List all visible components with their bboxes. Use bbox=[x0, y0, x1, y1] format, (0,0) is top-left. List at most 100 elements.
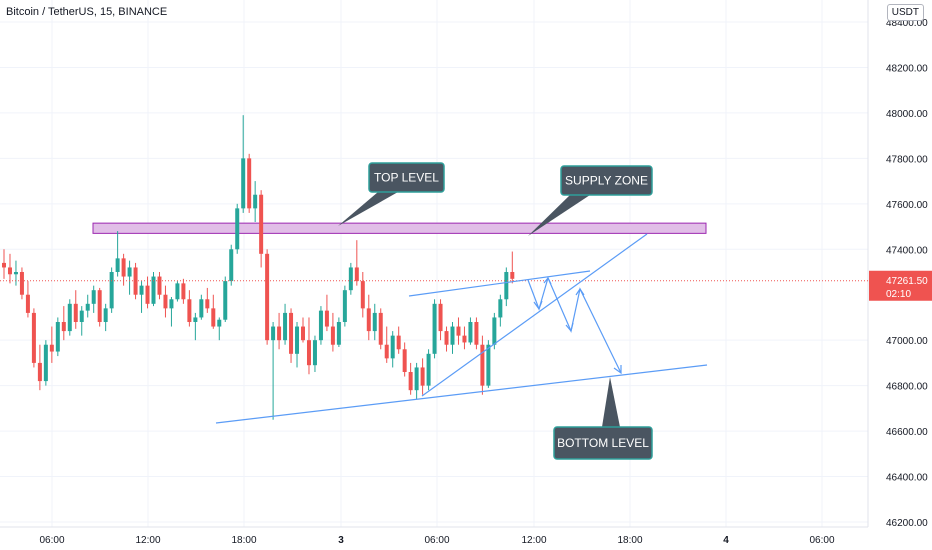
time-tick-label: 06:00 bbox=[424, 535, 449, 546]
price-tick-label: 48200.00 bbox=[886, 63, 928, 74]
candle-body bbox=[205, 299, 210, 309]
time-tick-label: 18:00 bbox=[231, 535, 256, 546]
candle-body bbox=[312, 340, 317, 366]
candle-body bbox=[295, 326, 300, 354]
wedge-upper-line bbox=[408, 270, 591, 297]
candle-body bbox=[468, 322, 473, 343]
candle-body bbox=[187, 299, 192, 322]
supply-zone-callout-box bbox=[560, 165, 653, 196]
candle-body bbox=[85, 303, 90, 311]
candle-body bbox=[318, 310, 323, 341]
candle-body bbox=[49, 344, 54, 352]
price-tick-label: 47600.00 bbox=[886, 200, 928, 211]
supply-zone-callout-label: SUPPLY ZONE bbox=[565, 174, 648, 188]
candle-body bbox=[2, 262, 6, 268]
last-price-countdown: 02:10 bbox=[886, 289, 911, 300]
price-tick-label: 46400.00 bbox=[886, 473, 928, 484]
candle-body bbox=[103, 308, 108, 322]
candle-body bbox=[55, 322, 60, 352]
time-tick-label: 4 bbox=[723, 535, 729, 546]
candle-body bbox=[360, 281, 365, 309]
candle-body bbox=[67, 303, 72, 332]
candle-body bbox=[151, 276, 156, 304]
candle-body bbox=[289, 312, 294, 354]
candle-body bbox=[283, 312, 288, 341]
candle-body bbox=[163, 294, 168, 309]
candle-body bbox=[456, 326, 461, 336]
candle-body bbox=[480, 344, 485, 386]
candle-body bbox=[462, 335, 467, 343]
candle-body bbox=[97, 290, 102, 322]
bottom-level-callout-label: BOTTOM LEVEL bbox=[557, 436, 649, 450]
price-tick-label: 47000.00 bbox=[886, 336, 928, 347]
currency-badge[interactable]: USDT bbox=[886, 4, 924, 21]
time-tick-label: 12:00 bbox=[521, 535, 546, 546]
candle-body bbox=[211, 308, 216, 327]
candle-body bbox=[510, 272, 515, 279]
candle-body bbox=[193, 317, 198, 322]
candle-body bbox=[253, 194, 258, 209]
candle-body bbox=[235, 208, 240, 250]
candle-body bbox=[73, 303, 78, 322]
top-level-callout-box bbox=[368, 162, 445, 193]
candle-body bbox=[378, 312, 383, 345]
candle-body bbox=[181, 283, 186, 300]
candle-body bbox=[265, 253, 270, 341]
price-tick-label: 48400.00 bbox=[886, 18, 928, 29]
candle-body bbox=[91, 290, 96, 304]
candle-body bbox=[348, 267, 353, 291]
last-price-value: 47261.50 bbox=[886, 276, 928, 287]
candle-body bbox=[145, 285, 150, 304]
candle-body bbox=[414, 367, 419, 391]
candle-body bbox=[37, 362, 42, 382]
time-tick-label: 06:00 bbox=[39, 535, 64, 546]
candle-body bbox=[324, 310, 329, 327]
price-tick-label: 46200.00 bbox=[886, 518, 928, 529]
supply-zone-callout-pointer bbox=[528, 195, 590, 236]
symbol-title[interactable]: Bitcoin / TetherUS, 15, BINANCE bbox=[6, 6, 168, 18]
candle-body bbox=[121, 258, 126, 277]
candle-body bbox=[271, 326, 276, 341]
candle-body bbox=[366, 308, 371, 332]
projection-path bbox=[527, 276, 622, 374]
candle-body bbox=[25, 294, 30, 313]
candle-body bbox=[432, 303, 437, 354]
candle-body bbox=[426, 353, 431, 386]
candle-body bbox=[247, 158, 252, 209]
price-tick-label: 47800.00 bbox=[886, 154, 928, 165]
candle-body bbox=[31, 312, 36, 363]
candle-body bbox=[342, 290, 347, 322]
candle-body bbox=[420, 367, 425, 386]
time-tick-label: 06:00 bbox=[809, 535, 834, 546]
arrow-head bbox=[543, 276, 552, 285]
candle-body bbox=[61, 322, 66, 332]
candle-body bbox=[169, 299, 174, 309]
support-trend-line bbox=[215, 364, 708, 424]
candle-body bbox=[241, 158, 246, 209]
candle-body bbox=[175, 283, 180, 300]
candle-body bbox=[438, 303, 443, 332]
top-level-callout-pointer bbox=[338, 192, 398, 226]
arrow-head bbox=[575, 287, 585, 296]
candle-body bbox=[223, 281, 228, 320]
candle-body bbox=[492, 317, 497, 345]
arrow-head bbox=[533, 300, 543, 311]
candle-body bbox=[277, 326, 282, 341]
candle-body bbox=[504, 272, 509, 300]
candle-body bbox=[7, 267, 12, 275]
time-tick-label: 3 bbox=[338, 535, 344, 546]
candle-body bbox=[396, 335, 401, 350]
candle-body bbox=[402, 349, 407, 372]
candle-body bbox=[384, 344, 389, 359]
time-tick-label: 18:00 bbox=[617, 535, 642, 546]
candle-body bbox=[486, 344, 491, 386]
candle-body bbox=[43, 344, 48, 382]
candle-body bbox=[259, 194, 264, 254]
candle-body bbox=[217, 319, 222, 327]
bottom-level-callout-box bbox=[553, 426, 653, 460]
candle-body bbox=[79, 310, 84, 322]
candle-body bbox=[450, 326, 455, 345]
candle-body bbox=[115, 258, 120, 272]
candle-body bbox=[306, 340, 311, 366]
